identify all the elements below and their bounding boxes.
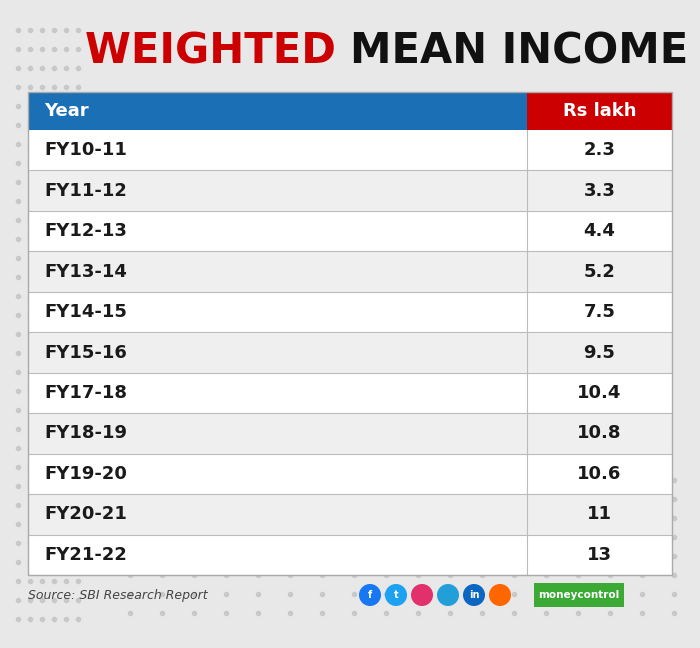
Text: 7.5: 7.5 [584, 303, 615, 321]
Circle shape [359, 584, 381, 606]
Text: 4.4: 4.4 [584, 222, 615, 240]
Text: 3.3: 3.3 [584, 181, 615, 200]
Bar [28, 92, 672, 575]
Text: f: f [368, 590, 372, 600]
Text: Rs lakh: Rs lakh [563, 102, 636, 120]
Circle shape [385, 584, 407, 606]
Bar [28, 92, 527, 130]
Bar [28, 130, 672, 170]
Bar [28, 292, 672, 332]
Circle shape [463, 584, 485, 606]
Bar [28, 211, 672, 251]
Text: FY12-13: FY12-13 [44, 222, 127, 240]
Bar [28, 535, 672, 575]
Circle shape [489, 584, 511, 606]
Text: 5.2: 5.2 [584, 262, 615, 281]
Bar [28, 332, 672, 373]
Text: FY19-20: FY19-20 [44, 465, 127, 483]
Text: MEAN INCOME: MEAN INCOME [350, 31, 688, 73]
Text: FY20-21: FY20-21 [44, 505, 127, 524]
Text: 9.5: 9.5 [584, 343, 615, 362]
Text: 10.4: 10.4 [578, 384, 622, 402]
Text: WEIGHTED: WEIGHTED [85, 31, 350, 73]
Text: 2.3: 2.3 [584, 141, 615, 159]
Text: FY15-16: FY15-16 [44, 343, 127, 362]
Circle shape [437, 584, 459, 606]
Bar [534, 583, 624, 607]
Text: FY18-19: FY18-19 [44, 424, 127, 443]
Text: Year: Year [44, 102, 89, 120]
Text: FY10-11: FY10-11 [44, 141, 127, 159]
Bar [527, 92, 672, 130]
Bar [28, 494, 672, 535]
Text: 11: 11 [587, 505, 612, 524]
Bar [28, 373, 672, 413]
Text: 10.8: 10.8 [578, 424, 622, 443]
Circle shape [411, 584, 433, 606]
Bar [28, 454, 672, 494]
Bar [28, 251, 672, 292]
Text: moneycontrol: moneycontrol [538, 590, 620, 600]
Bar [28, 413, 672, 454]
Text: 10.6: 10.6 [578, 465, 622, 483]
Bar [28, 170, 672, 211]
Text: Source: SBI Research Report: Source: SBI Research Report [28, 588, 208, 601]
Text: t: t [393, 590, 398, 600]
Text: in: in [469, 590, 480, 600]
Text: FY11-12: FY11-12 [44, 181, 127, 200]
Text: FY14-15: FY14-15 [44, 303, 127, 321]
Text: 13: 13 [587, 546, 612, 564]
Text: FY13-14: FY13-14 [44, 262, 127, 281]
Text: FY17-18: FY17-18 [44, 384, 127, 402]
Text: FY21-22: FY21-22 [44, 546, 127, 564]
